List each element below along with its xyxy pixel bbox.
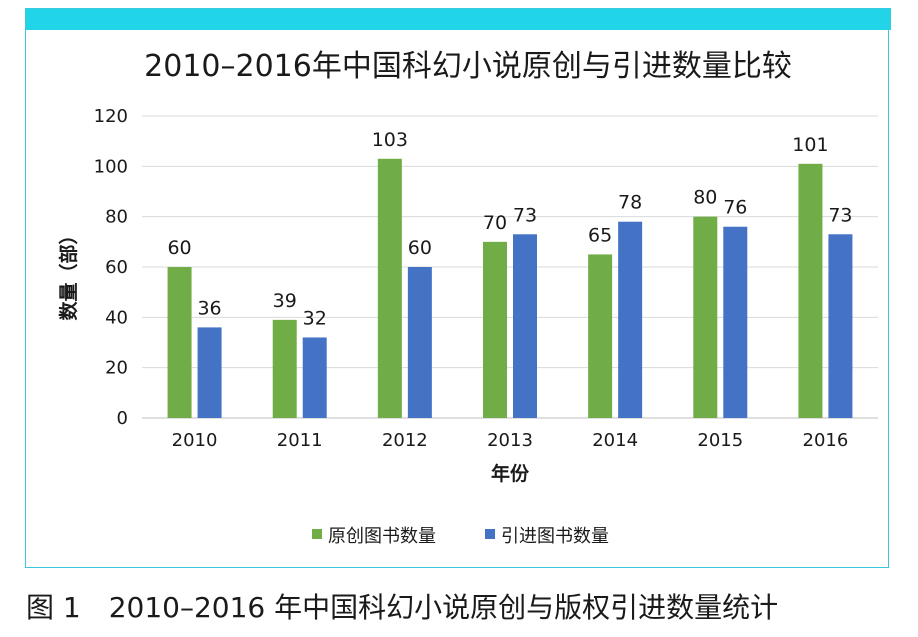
legend: 原创图书数量 引进图书数量 (312, 526, 609, 547)
header-band (25, 8, 891, 30)
data-label: 65 (588, 224, 612, 246)
legend-swatch (312, 529, 322, 539)
data-labels: 60 36 39 32 103 60 70 73 65 78 80 76 101 73 (167, 129, 852, 330)
data-label: 36 (197, 297, 221, 319)
bar-original (483, 241, 507, 418)
x-tick-label: 2014 (592, 430, 638, 451)
chart-frame (25, 8, 889, 568)
bars (167, 158, 853, 419)
data-label: 78 (618, 192, 642, 214)
data-label: 103 (372, 129, 408, 151)
bar-imported (197, 327, 222, 418)
y-tick-label: 0 (117, 408, 128, 429)
figure-number: 图 1 (26, 591, 81, 624)
bar-imported (302, 337, 327, 418)
x-tick-label: 2015 (697, 430, 743, 451)
bar-original (588, 254, 613, 418)
data-label: 60 (167, 237, 191, 259)
y-tick-label: 80 (105, 207, 128, 228)
x-tick-label: 2010 (172, 430, 218, 451)
bar-original (167, 267, 192, 418)
y-tick-label: 20 (105, 358, 128, 379)
data-label: 39 (273, 290, 297, 312)
y-axis-label: 数量（部） (57, 225, 80, 320)
legend-swatch (485, 529, 495, 539)
y-tick-label: 120 (94, 106, 128, 127)
x-tick-label: 2016 (803, 430, 849, 451)
bar-original (693, 216, 718, 418)
bar-imported (723, 226, 748, 418)
data-label: 73 (513, 204, 537, 226)
x-axis-ticks: 2010 2011 2012 2013 2014 2015 2016 (172, 430, 849, 451)
data-label: 76 (723, 197, 747, 219)
y-axis-ticks: 0 20 40 60 80 100 120 (94, 106, 128, 429)
x-tick-label: 2013 (487, 430, 533, 451)
bar-imported (513, 234, 537, 418)
x-tick-label: 2011 (277, 430, 323, 451)
legend-label: 原创图书数量 (328, 526, 436, 547)
bar-imported (828, 234, 853, 418)
data-label: 101 (792, 134, 828, 156)
legend-label: 引进图书数量 (501, 526, 609, 547)
caption-text: 2010–2016 年中国科幻小说原创与版权引进数量统计 (108, 591, 779, 624)
x-tick-label: 2012 (382, 430, 428, 451)
bar-imported (618, 221, 643, 418)
y-tick-label: 60 (105, 257, 128, 278)
bar-chart: 2010–2016年中国科幻小说原创与引进数量比较 60 36 39 32 103 60 7… (57, 49, 878, 547)
chart-title: 2010–2016年中国科幻小说原创与引进数量比较 (144, 49, 792, 84)
bar-imported (407, 267, 432, 418)
data-label: 60 (408, 237, 432, 259)
y-tick-label: 100 (94, 156, 128, 177)
data-label: 70 (483, 212, 507, 234)
data-label: 73 (828, 204, 852, 226)
data-label: 32 (303, 307, 327, 329)
x-axis-label: 年份 (491, 462, 530, 485)
y-tick-label: 40 (105, 307, 128, 328)
data-label: 80 (693, 187, 717, 209)
figure-caption: 图 1 2010–2016 年中国科幻小说原创与版权引进数量统计 (26, 586, 906, 626)
gridlines (142, 115, 878, 419)
bar-original (377, 158, 402, 419)
bar-original (272, 319, 297, 418)
bar-original (798, 163, 823, 418)
